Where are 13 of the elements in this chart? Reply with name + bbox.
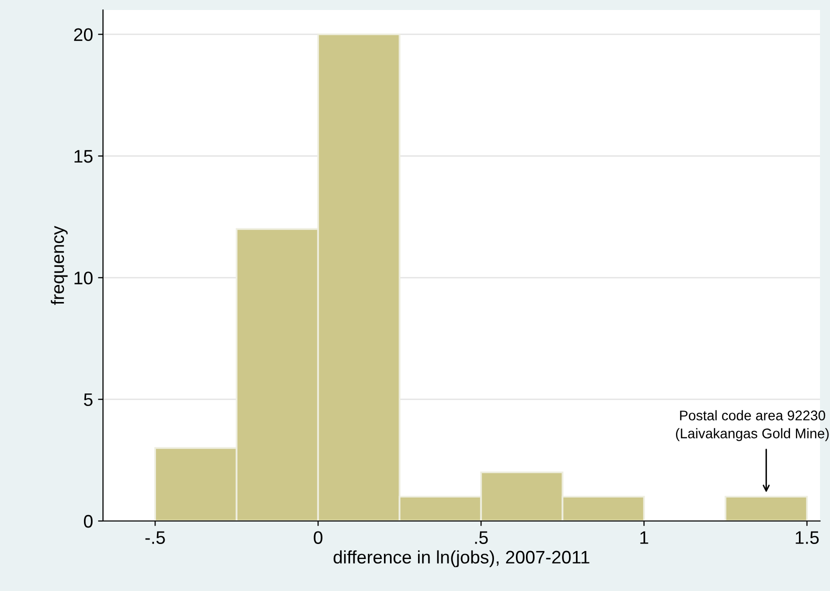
x-tick-label: 1 [640,531,648,544]
y-tick-label: 10 [74,272,93,284]
y-tick-label: 5 [84,393,93,406]
y-tick-label: 15 [74,150,93,163]
y-axis-title: frequency [50,226,68,305]
x-tick-label: -.5 [145,531,165,544]
x-tick-label: 1.5 [796,531,819,544]
y-tick-label: 0 [84,514,93,528]
annotation: Postal code area 92230 (Laivakangas Gold Mine) [676,410,829,442]
x-axis-title: difference in ln(jobs), 2007-2011 [334,550,590,568]
y-tick-label: 20 [74,28,93,42]
x-tick-label: .5 [475,531,488,544]
x-tick-label: 0 [314,531,322,544]
